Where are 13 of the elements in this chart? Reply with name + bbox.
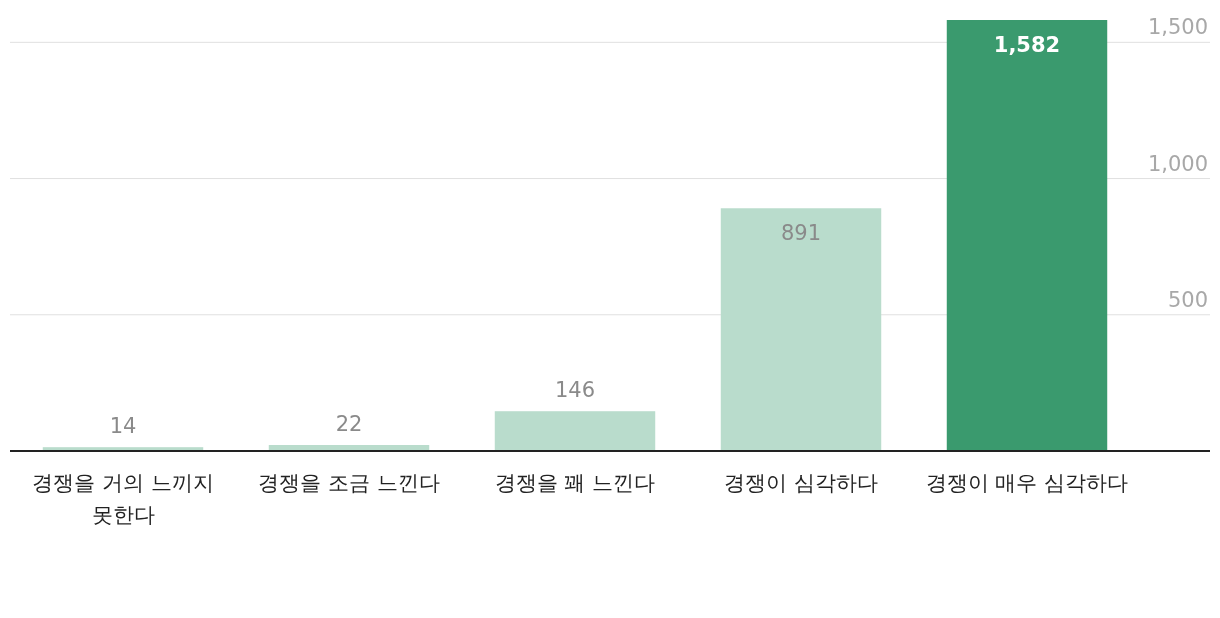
x-tick-label: 경쟁을 조금 느낀다 [258, 471, 440, 495]
data-label: 1,582 [993, 33, 1061, 57]
x-tick-label: 경쟁이 매우 심각하다 [925, 471, 1129, 495]
y-tick-label: 1,000 [1147, 151, 1208, 176]
y-tick-label: 1,500 [1147, 15, 1208, 40]
data-label: 891 [780, 221, 822, 246]
x-tick-label: 경쟁을 거의 느끼지 못한다 [32, 471, 214, 527]
data-label: 146 [554, 378, 596, 403]
data-label: 14 [109, 414, 137, 439]
x-tick-label: 경쟁을 꽤 느낀다 [494, 471, 656, 495]
y-tick-label: 500 [1167, 287, 1208, 312]
data-label: 22 [335, 412, 363, 437]
x-tick-label: 경쟁이 심각하다 [724, 471, 878, 495]
